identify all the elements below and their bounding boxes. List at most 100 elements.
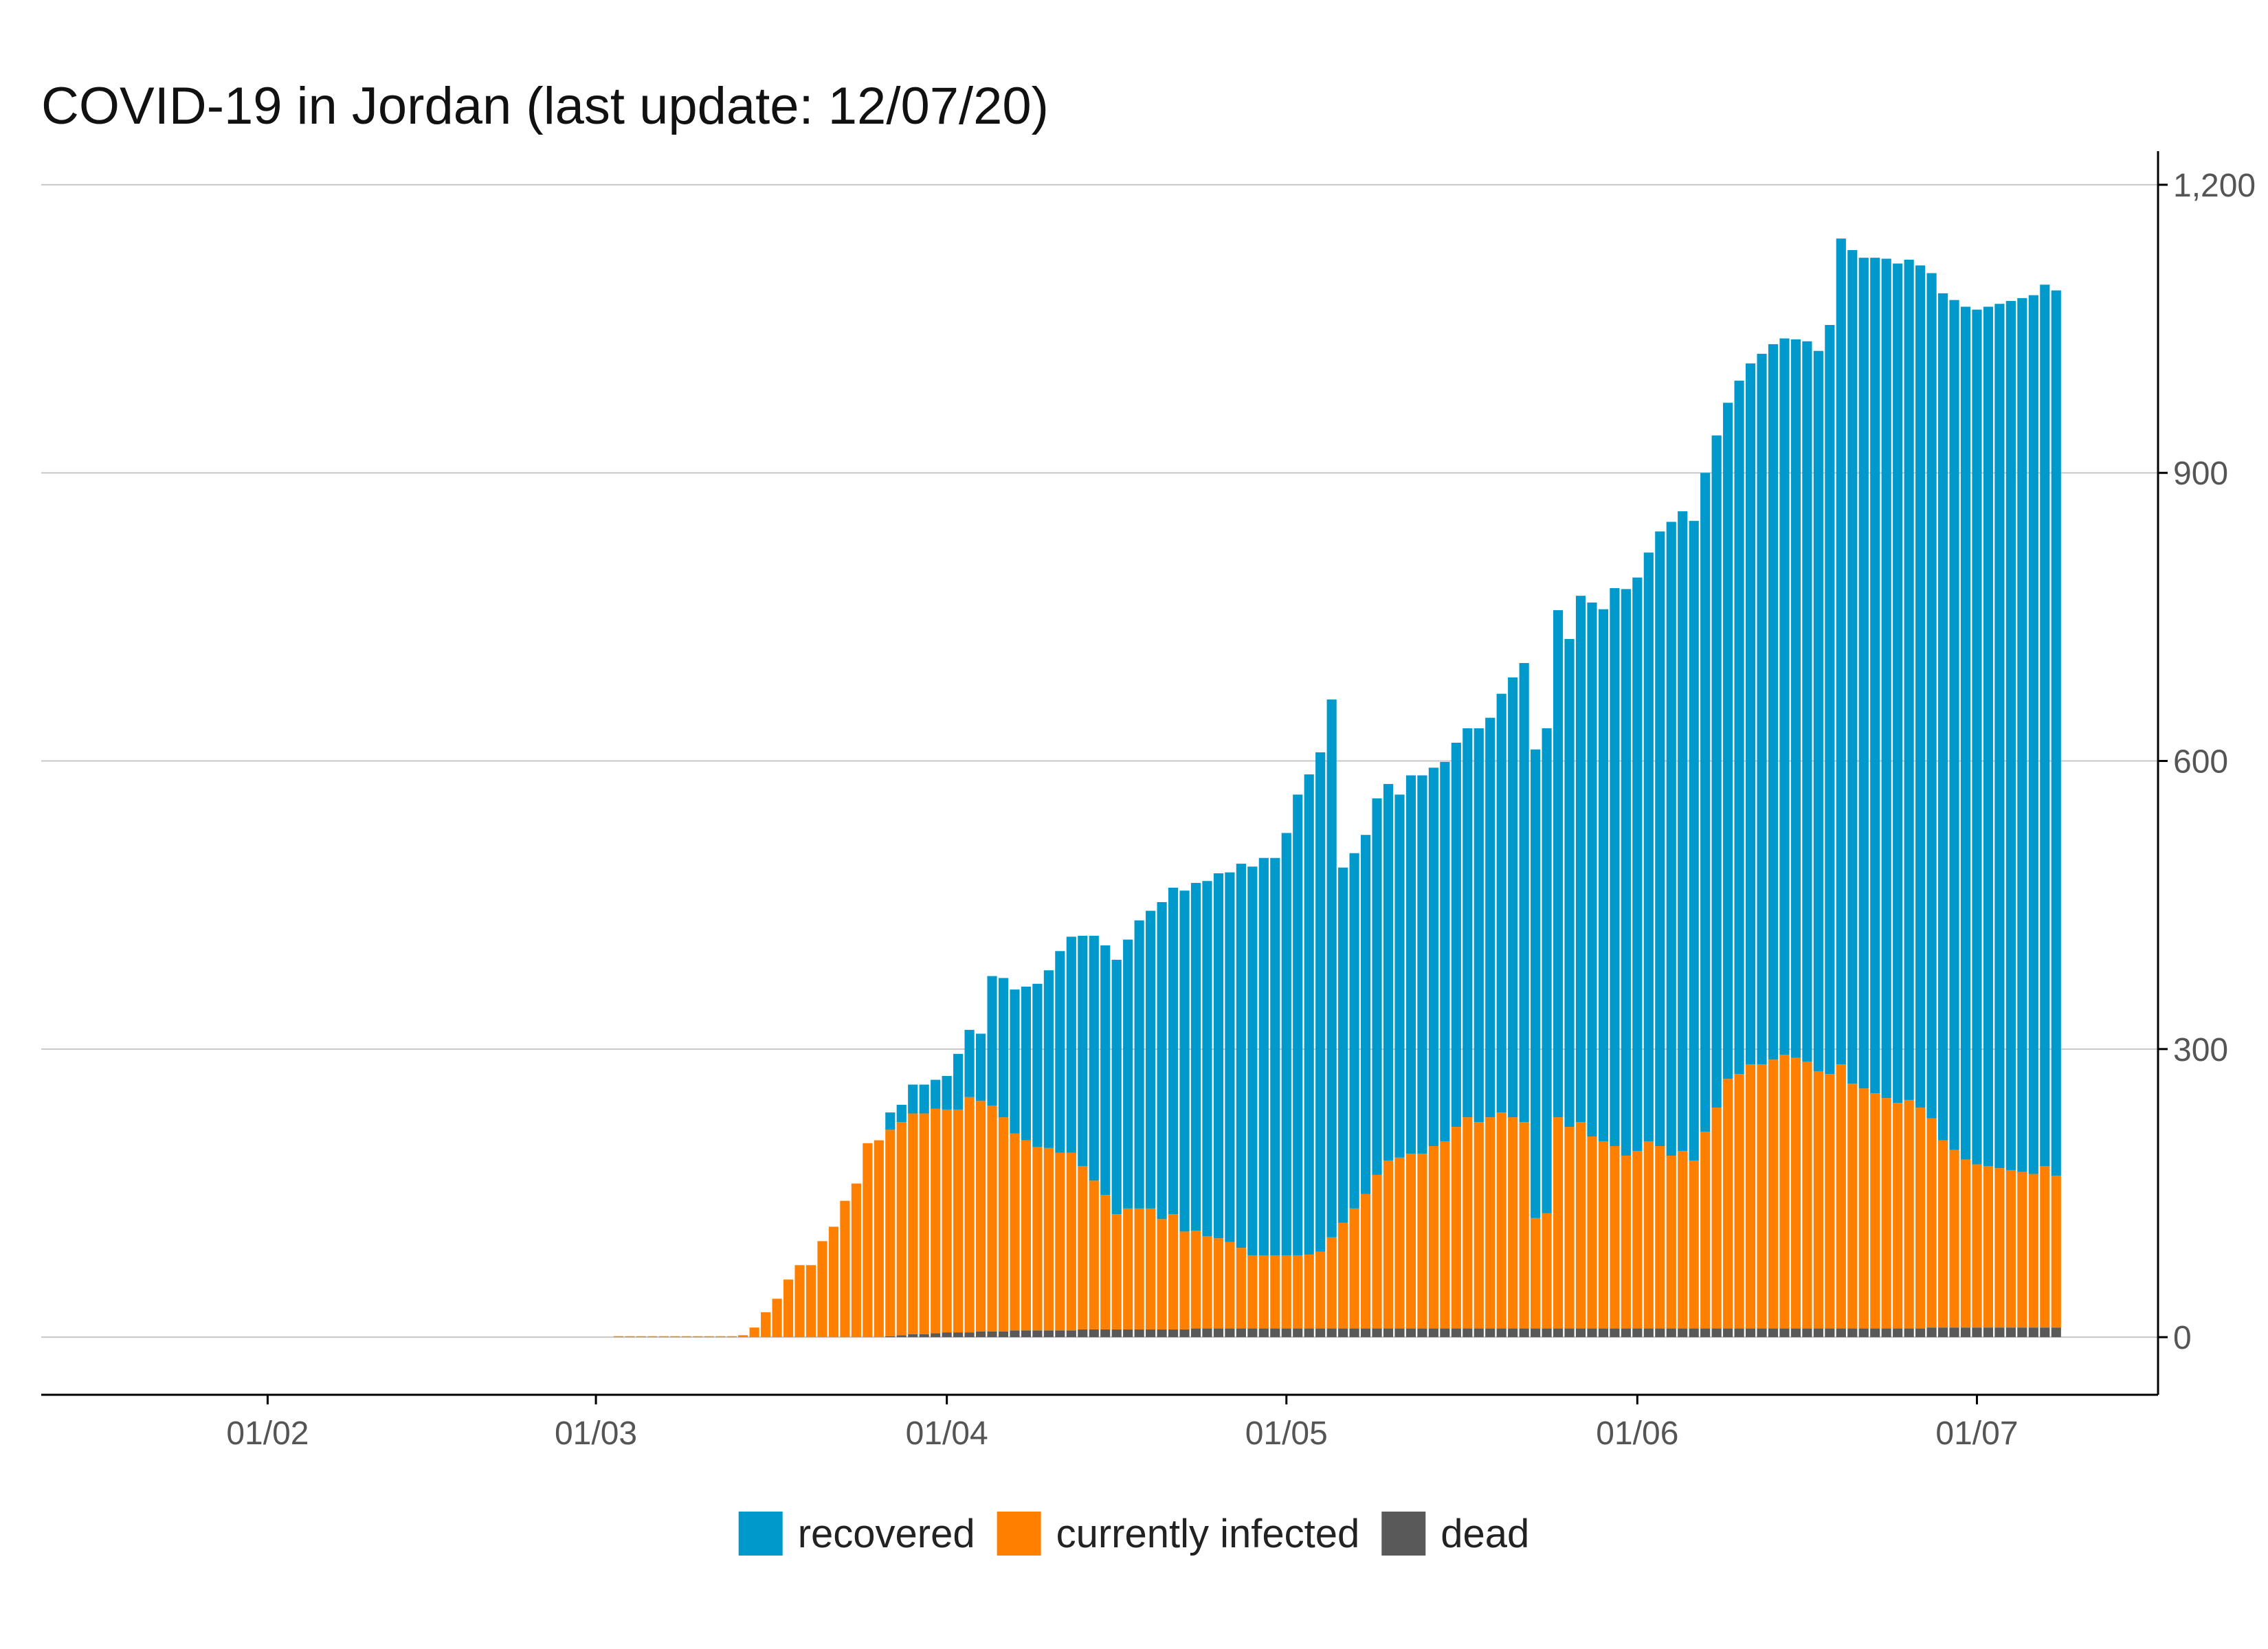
bar-recovered-91 <box>1643 552 1654 1142</box>
bar-currently-infected-97 <box>1711 1108 1722 1329</box>
bar-dead-107 <box>1825 1328 1835 1338</box>
bar-recovered-123 <box>2005 301 2016 1170</box>
bar-recovered-99 <box>1734 381 1744 1075</box>
bar-recovered-67 <box>1372 798 1382 1175</box>
bar-currently-infected-27 <box>919 1113 929 1334</box>
bar-recovered-44 <box>1111 959 1122 1215</box>
bar-currently-infected-98 <box>1723 1079 1733 1329</box>
bar-recovered-68 <box>1383 784 1394 1160</box>
bar-dead-96 <box>1700 1328 1711 1338</box>
bar-recovered-118 <box>1949 300 1959 1150</box>
bar-recovered-97 <box>1711 435 1722 1108</box>
bar-dead-87 <box>1598 1328 1609 1338</box>
bar-currently-infected-76 <box>1474 1122 1484 1329</box>
bar-dead-65 <box>1349 1328 1359 1338</box>
bar-currently-infected-84 <box>1564 1127 1575 1329</box>
bar-recovered-26 <box>908 1084 918 1114</box>
bar-currently-infected-80 <box>1519 1122 1529 1329</box>
legend-label-currently-infected: currently infected <box>1056 1512 1360 1556</box>
bar-dead-29 <box>942 1332 952 1338</box>
bar-currently-infected-75 <box>1463 1117 1473 1329</box>
bar-recovered-59 <box>1281 833 1291 1256</box>
bar-currently-infected-21 <box>851 1183 861 1338</box>
y-tick-label: 900 <box>2173 456 2228 492</box>
bar-recovered-98 <box>1723 403 1733 1079</box>
bar-recovered-49 <box>1168 888 1179 1215</box>
bar-recovered-47 <box>1146 910 1156 1209</box>
bar-dead-31 <box>964 1332 975 1338</box>
bar-currently-infected-29 <box>942 1109 952 1333</box>
bar-dead-114 <box>1904 1328 1914 1338</box>
bar-currently-infected-68 <box>1383 1160 1394 1329</box>
bar-dead-67 <box>1372 1328 1382 1338</box>
bar-currently-infected-28 <box>931 1108 941 1334</box>
bar-recovered-28 <box>931 1079 941 1109</box>
bar-currently-infected-69 <box>1394 1157 1405 1329</box>
y-tick-label: 1,200 <box>2173 168 2256 204</box>
bar-currently-infected-9 <box>715 1336 726 1338</box>
bar-recovered-77 <box>1485 717 1496 1118</box>
bar-dead-105 <box>1802 1328 1812 1338</box>
bar-currently-infected-50 <box>1179 1231 1190 1330</box>
bar-recovered-110 <box>1858 258 1869 1089</box>
bar-recovered-86 <box>1587 602 1597 1137</box>
legend-swatch-dead <box>1381 1512 1426 1556</box>
bar-recovered-81 <box>1531 749 1541 1218</box>
bar-recovered-76 <box>1474 728 1484 1123</box>
bar-currently-infected-81 <box>1531 1218 1541 1329</box>
bar-dead-42 <box>1089 1329 1099 1338</box>
bar-dead-118 <box>1949 1327 1959 1338</box>
bar-recovered-48 <box>1157 901 1167 1220</box>
bar-dead-104 <box>1790 1328 1801 1338</box>
bar-dead-86 <box>1587 1328 1597 1338</box>
bar-recovered-66 <box>1360 835 1371 1194</box>
bar-recovered-80 <box>1519 662 1529 1123</box>
bar-currently-infected-51 <box>1190 1231 1201 1329</box>
bar-currently-infected-43 <box>1100 1195 1111 1330</box>
bar-currently-infected-8 <box>704 1336 714 1338</box>
bar-dead-72 <box>1428 1328 1438 1338</box>
legend-swatch-currently-infected <box>997 1512 1041 1556</box>
bar-dead-95 <box>1689 1328 1699 1338</box>
bar-currently-infected-115 <box>1915 1108 1926 1329</box>
bar-dead-90 <box>1632 1328 1643 1338</box>
bar-currently-infected-19 <box>828 1226 839 1338</box>
bar-currently-infected-58 <box>1270 1255 1280 1329</box>
bar-dead-76 <box>1474 1328 1484 1338</box>
bar-currently-infected-33 <box>987 1106 997 1332</box>
bar-dead-110 <box>1858 1328 1869 1338</box>
bar-dead-63 <box>1326 1328 1337 1338</box>
bar-recovered-45 <box>1123 939 1133 1209</box>
bar-recovered-25 <box>896 1104 907 1123</box>
bar-currently-infected-53 <box>1213 1238 1224 1329</box>
y-tick-label: 300 <box>2173 1032 2228 1068</box>
bar-recovered-74 <box>1451 742 1461 1128</box>
bar-dead-100 <box>1745 1328 1756 1338</box>
bar-dead-28 <box>931 1333 941 1338</box>
bar-dead-102 <box>1768 1328 1779 1338</box>
bar-recovered-126 <box>2040 284 2050 1167</box>
bar-currently-infected-16 <box>794 1265 805 1338</box>
bar-currently-infected-100 <box>1745 1064 1756 1329</box>
bar-dead-66 <box>1360 1328 1371 1338</box>
legend-label-dead: dead <box>1441 1512 1529 1556</box>
bar-currently-infected-93 <box>1666 1155 1676 1329</box>
bar-currently-infected-61 <box>1304 1254 1314 1329</box>
bar-currently-infected-109 <box>1847 1084 1858 1329</box>
bar-currently-infected-32 <box>975 1101 986 1332</box>
bar-currently-infected-108 <box>1836 1064 1846 1329</box>
bar-recovered-31 <box>964 1029 975 1097</box>
bar-dead-24 <box>885 1336 896 1338</box>
bar-dead-40 <box>1066 1330 1076 1338</box>
bar-recovered-115 <box>1915 265 1926 1108</box>
bar-currently-infected-71 <box>1417 1154 1427 1329</box>
bar-dead-117 <box>1937 1327 1948 1338</box>
bar-dead-64 <box>1338 1328 1348 1338</box>
bar-currently-infected-88 <box>1610 1146 1620 1329</box>
bar-dead-33 <box>987 1331 997 1338</box>
bar-recovered-103 <box>1779 338 1790 1055</box>
bar-recovered-37 <box>1032 983 1043 1147</box>
bar-currently-infected-120 <box>1972 1164 1982 1328</box>
bar-recovered-51 <box>1190 883 1201 1231</box>
bar-dead-27 <box>919 1334 929 1338</box>
